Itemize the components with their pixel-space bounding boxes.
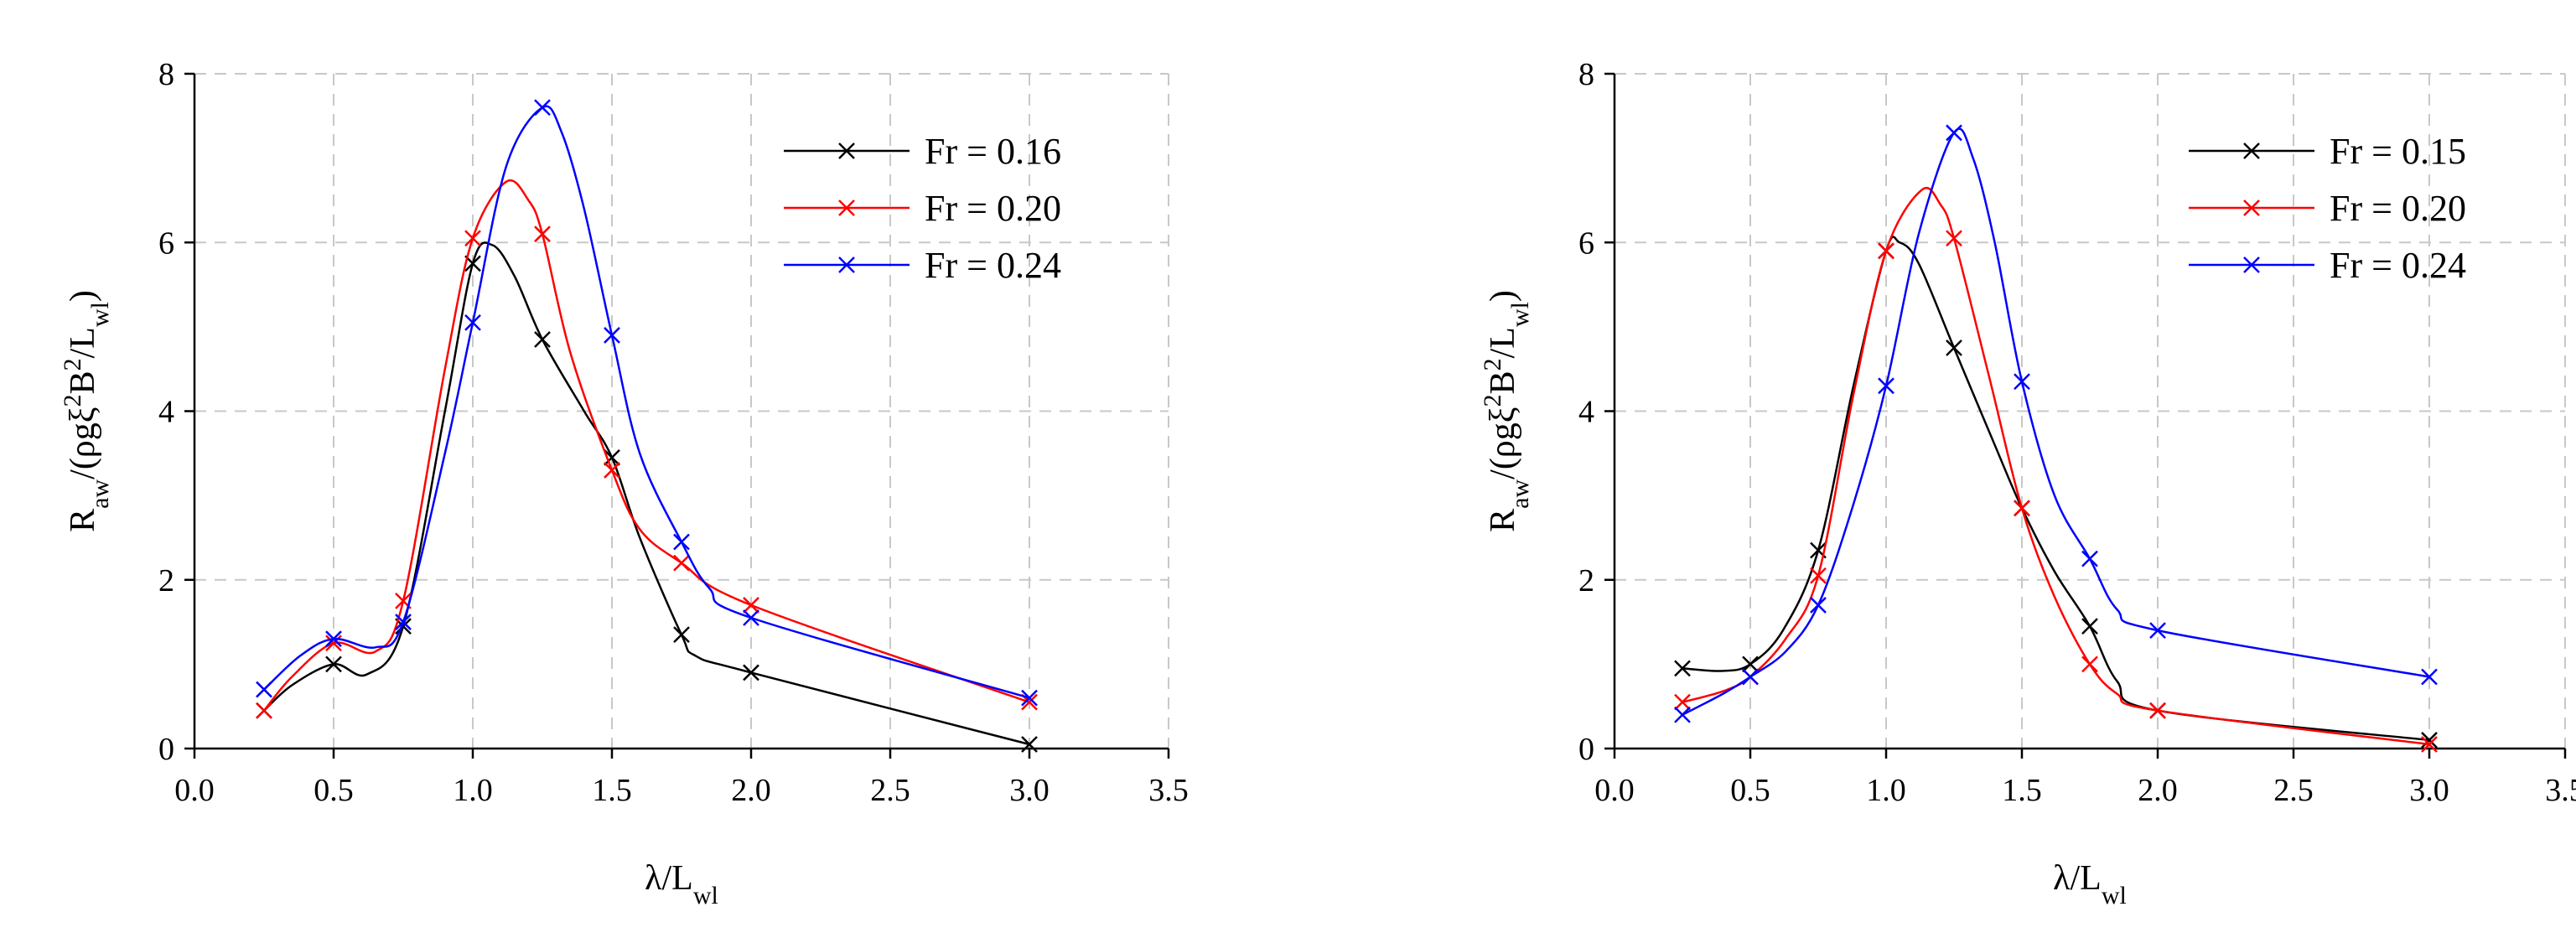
left-x-tick-label-0: 0.0 <box>174 773 215 808</box>
right-y-tick-label-1: 2 <box>1578 563 1594 598</box>
right-y-tick-label-0: 0 <box>1578 732 1594 767</box>
left-series-2-point-8 <box>1021 689 1038 707</box>
right-series-2-point-7 <box>2149 622 2166 640</box>
right-series-1-point-4 <box>1946 230 1962 247</box>
left-y-tick-label-4: 8 <box>158 57 174 92</box>
left-series-0-point-8 <box>1021 736 1038 753</box>
right-y-tick-label-3: 6 <box>1578 225 1594 261</box>
left-legend-label-2: Fr = 0.24 <box>925 245 1061 286</box>
right-x-tick-label-3: 1.5 <box>2002 773 2042 808</box>
left-legend-label-0: Fr = 0.16 <box>925 131 1061 172</box>
right-series-2-point-5 <box>2014 373 2030 391</box>
right-series-2-point-0 <box>1674 706 1691 723</box>
right-series-2-point-4 <box>1946 124 1962 142</box>
left-legend-item-0: Fr = 0.16 <box>784 131 1061 172</box>
right-series-1-point-5 <box>2014 500 2030 517</box>
right-x-tick-label-4: 2.0 <box>2138 773 2178 808</box>
left-x-tick-label-5: 2.5 <box>870 773 910 808</box>
right-y-tick-label-4: 8 <box>1578 57 1594 92</box>
right-series-0-point-4 <box>1946 339 1962 356</box>
left-y-tick-label-3: 6 <box>158 225 174 261</box>
right-series-0-point-6 <box>2081 618 2098 635</box>
left-series-0-point-7 <box>743 664 759 681</box>
right-x-tick-label-0: 0.0 <box>1594 773 1635 808</box>
right-x-tick-label-6: 3.0 <box>2409 773 2449 808</box>
right-x-tick-label-7: 3.5 <box>2545 773 2576 808</box>
left-y-axis-title: Raw/(ρgξ2B2/Lwl) <box>59 290 114 532</box>
chart-right: 0 2 4 6 8 0.0 0.5 1.0 1.5 2.0 2.5 3.0 3.5 λ/Lwl Raw/(ρ… <box>1288 0 2576 943</box>
left-series-line-2 <box>263 105 1030 699</box>
right-series-line-0 <box>1682 236 2430 742</box>
right-series-2-point-3 <box>1878 377 1894 395</box>
left-x-tick-label-1: 0.5 <box>314 773 354 808</box>
chart-left-svg: 0 2 4 6 8 0.0 0.5 1.0 1.5 2.0 2.5 3.0 3.5 λ/Lwl Raw/(ρ… <box>59 57 1189 909</box>
left-x-tick-label-2: 1.0 <box>453 773 493 808</box>
left-series-0-point-6 <box>673 626 690 644</box>
left-series-1-point-4 <box>534 225 551 243</box>
right-series-line-2 <box>1682 127 2430 716</box>
right-y-axis-title: Raw/(ρgξ2B2/Lwl) <box>1479 290 1534 532</box>
right-series-line-1 <box>1682 187 2430 746</box>
right-series-1-point-0 <box>1674 693 1691 711</box>
right-series-1-point-8 <box>2421 736 2438 753</box>
left-series-2-point-1 <box>325 630 342 648</box>
right-series-1-point-2 <box>1810 567 1827 584</box>
left-series-2-point-0 <box>256 681 272 698</box>
left-legend-item-2: Fr = 0.24 <box>784 245 1061 286</box>
right-y-tick-label-2: 4 <box>1578 395 1594 430</box>
left-series-line-1 <box>263 179 1030 712</box>
left-series-line-0 <box>263 241 1030 746</box>
right-series-2-point-8 <box>2421 668 2438 686</box>
left-y-tick-label-0: 0 <box>158 732 174 767</box>
left-series-2-point-4 <box>534 99 551 117</box>
left-series-2-point-6 <box>673 533 690 551</box>
left-legend-label-1: Fr = 0.20 <box>925 188 1061 229</box>
left-series-1-point-6 <box>673 554 690 572</box>
right-legend-item-0: Fr = 0.15 <box>2189 131 2466 172</box>
chart-left: 0 2 4 6 8 0.0 0.5 1.0 1.5 2.0 2.5 3.0 3.5 λ/Lwl Raw/(ρ… <box>59 57 1189 909</box>
right-x-axis-title: λ/Lwl <box>2053 859 2127 909</box>
left-y-tick-label-1: 2 <box>158 563 174 598</box>
right-legend-item-1: Fr = 0.20 <box>2189 188 2466 229</box>
right-series-2-point-2 <box>1810 597 1827 614</box>
right-legend-label-0: Fr = 0.15 <box>2330 131 2466 172</box>
right-series-0-point-8 <box>2421 732 2438 749</box>
left-series-2-point-2 <box>395 614 412 630</box>
chart-right-svg: 0 2 4 6 8 0.0 0.5 1.0 1.5 2.0 2.5 3.0 3.5 λ/Lwl Raw/(ρ… <box>1479 57 2576 909</box>
right-series-2-point-6 <box>2081 550 2098 567</box>
left-x-tick-label-3: 1.5 <box>592 773 632 808</box>
left-x-axis-title: λ/Lwl <box>645 859 718 909</box>
left-series-1-point-5 <box>604 462 620 479</box>
right-series-0-point-1 <box>1742 655 1759 673</box>
left-x-tick-label-7: 3.5 <box>1148 773 1189 808</box>
right-legend-item-2: Fr = 0.24 <box>2189 245 2466 286</box>
right-series-2-point-1 <box>1742 668 1759 686</box>
right-legend-label-2: Fr = 0.24 <box>2330 245 2466 286</box>
left-series-0-point-1 <box>325 655 342 673</box>
left-series-1-point-7 <box>743 597 759 614</box>
left-x-tick-label-4: 2.0 <box>731 773 771 808</box>
right-series-1-point-3 <box>1878 242 1894 260</box>
left-series-0-point-4 <box>534 331 551 348</box>
right-series-0-point-0 <box>1674 660 1691 677</box>
right-series-1-point-6 <box>2081 655 2098 673</box>
left-series-1-point-0 <box>256 702 272 719</box>
right-legend-label-1: Fr = 0.20 <box>2330 188 2466 229</box>
right-x-tick-label-5: 2.5 <box>2273 773 2314 808</box>
left-series-2-point-7 <box>743 609 759 626</box>
left-y-tick-label-2: 4 <box>158 395 174 430</box>
left-legend-item-1: Fr = 0.20 <box>784 188 1061 229</box>
left-series-2-point-5 <box>604 327 620 344</box>
left-series-1-point-3 <box>464 230 481 247</box>
left-series-0-point-5 <box>604 448 620 466</box>
right-series-1-point-7 <box>2149 702 2166 719</box>
left-x-tick-label-6: 3.0 <box>1009 773 1050 808</box>
right-x-tick-label-2: 1.0 <box>1866 773 1906 808</box>
right-x-tick-label-1: 0.5 <box>1730 773 1770 808</box>
left-series-2-point-3 <box>464 313 481 331</box>
